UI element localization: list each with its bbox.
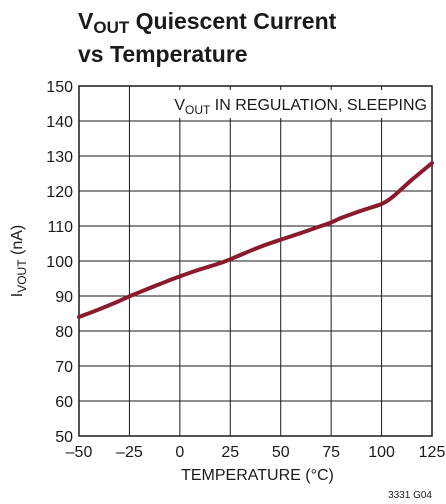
y-tick-label: 80 bbox=[55, 324, 73, 341]
title-line-1: VOUT Quiescent Current bbox=[78, 8, 337, 37]
x-tick-label: 75 bbox=[322, 444, 340, 461]
y-tick-label: 90 bbox=[55, 289, 73, 306]
x-tick-label: 50 bbox=[272, 444, 290, 461]
series-line bbox=[77, 161, 434, 319]
y-tick-label: 60 bbox=[55, 394, 73, 411]
chart-title: VOUT Quiescent Current vs Temperature bbox=[78, 8, 336, 67]
y-tick-label: 140 bbox=[46, 114, 73, 131]
x-tick-label: 25 bbox=[221, 444, 239, 461]
y-tick-label: 100 bbox=[46, 254, 73, 271]
x-tick-labels: –50 –25 0 25 50 75 100 125 bbox=[66, 444, 446, 461]
y-tick-label: 130 bbox=[46, 149, 73, 166]
title-line-2: vs Temperature bbox=[78, 41, 248, 67]
y-tick-label: 70 bbox=[55, 359, 73, 376]
x-tick-label: 125 bbox=[419, 444, 446, 461]
y-tick-label: 110 bbox=[47, 219, 73, 236]
figure-id: 3331 G04 bbox=[388, 490, 432, 501]
x-axis-label: TEMPERATURE (°C) bbox=[181, 467, 334, 484]
x-tick-label: –25 bbox=[116, 444, 143, 461]
x-tick-label: 0 bbox=[175, 444, 184, 461]
y-axis-label: IVOUT (nA) bbox=[9, 225, 29, 297]
chart-annotation: VOUT IN REGULATION, SLEEPING bbox=[174, 97, 427, 117]
y-tick-label: 120 bbox=[46, 184, 73, 201]
y-tick-labels: 50 60 70 80 90 100 110 120 130 140 150 bbox=[46, 79, 73, 446]
y-tick-label: 150 bbox=[46, 79, 73, 96]
x-tick-label: –50 bbox=[66, 444, 93, 461]
plot-frame bbox=[78, 85, 433, 437]
y-tick-label: 50 bbox=[55, 429, 73, 446]
x-tick-label: 100 bbox=[368, 444, 395, 461]
annotation-background bbox=[167, 90, 430, 118]
grid bbox=[79, 86, 432, 436]
